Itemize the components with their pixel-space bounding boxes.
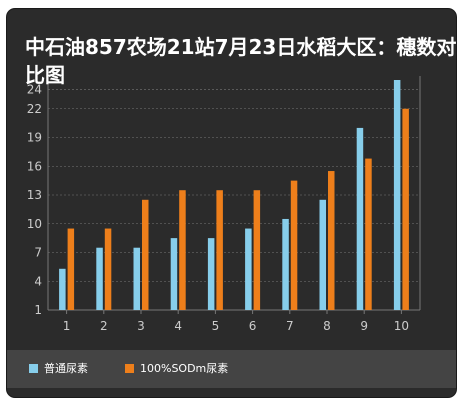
x-tick-label-6: 6 — [249, 319, 257, 333]
bar-series-2-cat-7 — [290, 180, 298, 310]
legend-label-series-1: 普通尿素 — [44, 362, 88, 375]
bar-series-1-cat-1 — [59, 268, 66, 310]
bar-series-1-cat-7 — [282, 218, 289, 310]
y-tick-label-6: 19 — [27, 131, 42, 145]
bar-series-1-cat-6 — [245, 228, 252, 310]
bar-series-1-cat-9 — [356, 127, 364, 311]
legend-swatch-series-2 — [125, 364, 134, 373]
legend-label-series-2: 100%SODm尿素 — [140, 362, 229, 375]
bar-series-2-cat-9 — [365, 158, 372, 310]
bar-series-2-cat-8 — [328, 171, 335, 310]
y-tick-label-1: 4 — [34, 274, 42, 288]
bar-series-1-cat-10 — [393, 80, 401, 310]
bar-series-2-cat-6 — [253, 190, 261, 310]
legend: 普通尿素 100%SODm尿素 — [7, 350, 456, 388]
legend-item-series-2[interactable]: 100%SODm尿素 — [125, 362, 228, 376]
bar-series-2-cat-2 — [104, 228, 112, 310]
bar-series-1-cat-2 — [96, 247, 103, 310]
y-tick-label-2: 7 — [34, 246, 42, 260]
chart-svg: 1 4 7 10 13 16 19 22 24 1 2 3 4 5 6 7 8 9 10 — [27, 76, 421, 333]
x-tick-label-7: 7 — [286, 319, 294, 333]
bar-series-2-cat-4 — [179, 190, 186, 310]
y-tick-label-4: 13 — [27, 188, 42, 202]
y-tick-label-0: 1 — [34, 303, 42, 317]
bar-series-1-cat-4 — [170, 238, 178, 310]
bar-series-1-cat-8 — [319, 199, 326, 310]
x-tick-label-8: 8 — [323, 319, 331, 333]
chart-area: 1 4 7 10 13 16 19 22 24 1 2 3 4 5 6 7 8 9 10 — [7, 9, 456, 349]
x-tick-label-3: 3 — [137, 319, 145, 333]
legend-item-series-1[interactable]: 普通尿素 — [29, 362, 88, 376]
x-tick-label-1: 1 — [63, 319, 71, 333]
legend-swatch-series-1 — [29, 364, 38, 373]
y-tick-label-7: 22 — [27, 102, 42, 116]
chart-title: 中石油857农场21站7月23日水稻大区：穗数对比图 — [25, 35, 456, 87]
x-tick-label-2: 2 — [100, 319, 108, 333]
bar-series-2-cat-3 — [142, 199, 149, 310]
y-tick-label-3: 10 — [27, 217, 42, 231]
x-tick-label-5: 5 — [212, 319, 220, 333]
bar-series-2-cat-10 — [402, 108, 409, 310]
x-tick-label-4: 4 — [174, 319, 182, 333]
bar-series-2-cat-5 — [216, 190, 223, 310]
y-tick-label-5: 16 — [27, 159, 42, 173]
bar-series-1-cat-3 — [133, 247, 140, 310]
bar-series-1-cat-5 — [207, 238, 215, 310]
x-tick-label-10: 10 — [394, 319, 409, 333]
bar-series-2-cat-1 — [67, 228, 75, 310]
chart-card: 中石油857农场21站7月23日水稻大区：穗数对比图 1 4 7 10 13 16 19 22… — [7, 9, 456, 397]
x-tick-label-9: 9 — [360, 319, 368, 333]
y-tick-label-8: 24 — [27, 83, 42, 97]
